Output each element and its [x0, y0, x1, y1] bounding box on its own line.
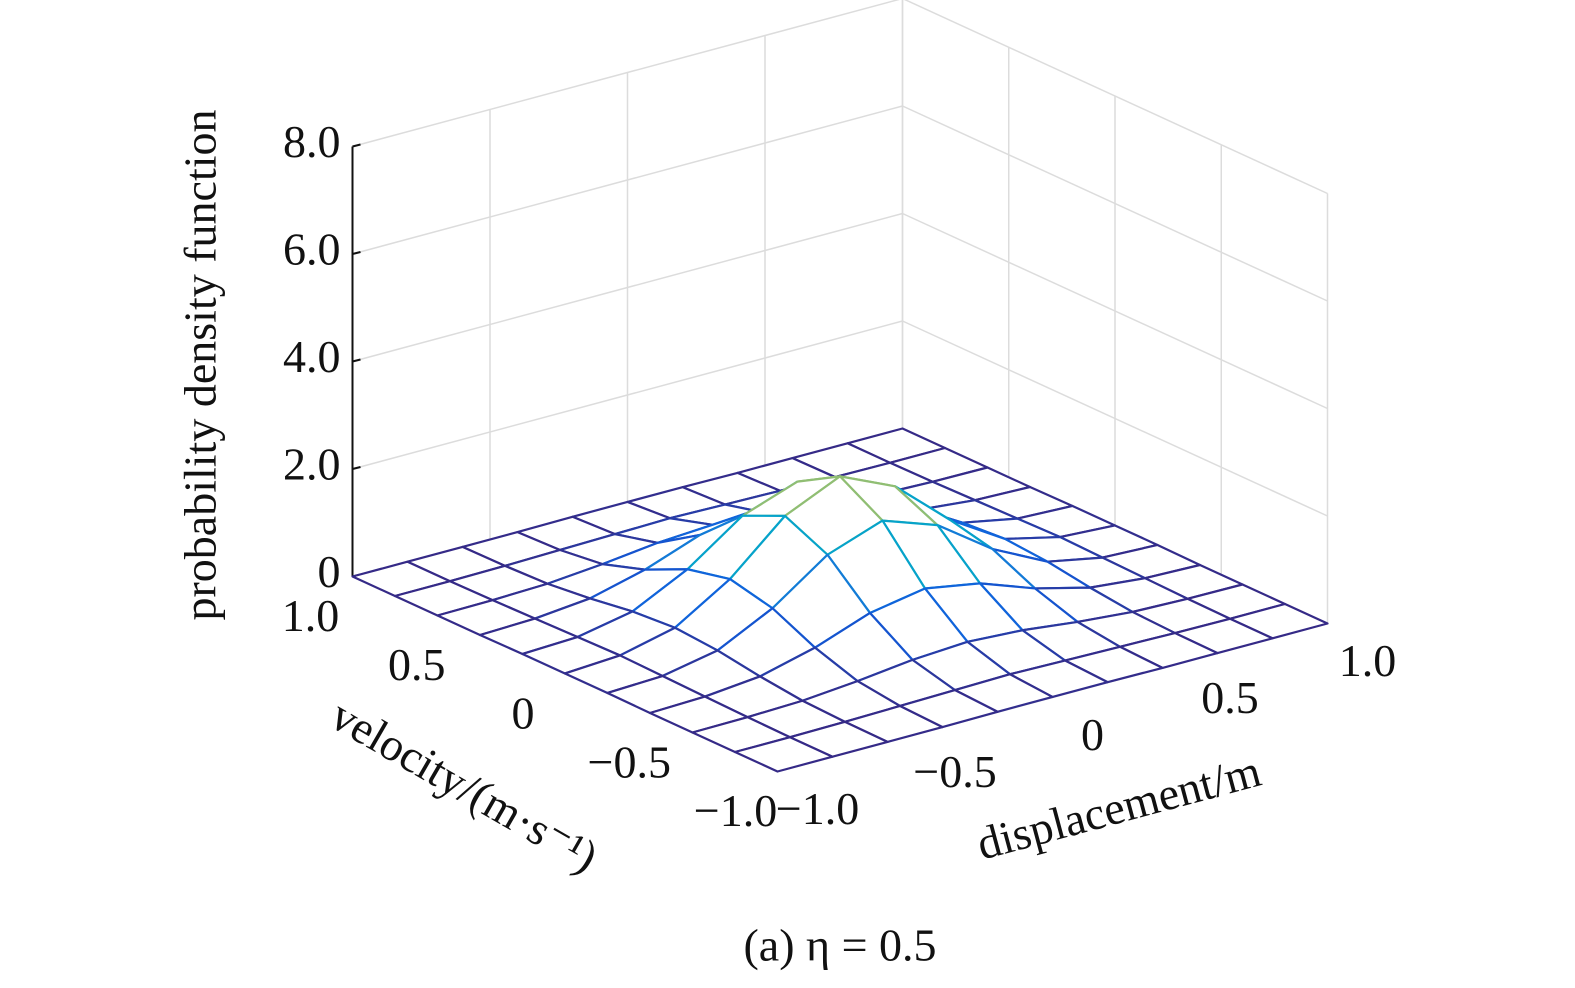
z-tick-label: 8.0 — [283, 116, 341, 167]
x-tick-label: 0.5 — [1201, 672, 1259, 723]
y-axis-label: velocity/(m·s⁻¹) — [322, 689, 606, 883]
z-tick — [352, 466, 361, 470]
surface-patch — [733, 736, 834, 773]
x-tick-label: −0.5 — [913, 746, 996, 797]
y-tick-label: −0.5 — [588, 736, 671, 787]
z-tick — [352, 251, 361, 255]
z-tick-label: 4.0 — [283, 331, 341, 382]
z-tick-label: 6.0 — [283, 224, 341, 275]
y-tick-label: 0.5 — [388, 639, 446, 690]
z-axis-label: probability density function — [175, 109, 226, 620]
x-tick-label: 1.0 — [1339, 635, 1397, 686]
x-axis-label: displacement/m — [971, 745, 1266, 870]
z-tick — [352, 143, 361, 148]
x-tick-label: 0 — [1081, 709, 1104, 760]
y-tick-label: 0 — [512, 688, 535, 739]
z-tick — [352, 358, 361, 363]
y-tick-label: −1.0 — [694, 785, 777, 836]
caption: (a) η = 0.5 — [743, 920, 936, 971]
y-tick-label: 1.0 — [282, 590, 340, 641]
x-tick-label: −1.0 — [776, 783, 859, 834]
z-tick-label: 0 — [318, 546, 341, 597]
z-tick-label: 2.0 — [283, 439, 341, 490]
